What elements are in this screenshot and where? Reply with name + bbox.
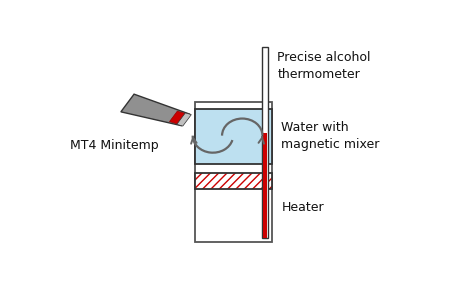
- Bar: [263, 133, 267, 238]
- Polygon shape: [121, 94, 190, 126]
- Bar: [195, 102, 272, 242]
- Text: Precise alcohol
thermometer: Precise alcohol thermometer: [277, 51, 371, 80]
- Polygon shape: [170, 111, 187, 125]
- Bar: [195, 109, 272, 164]
- Text: Water with
magnetic mixer: Water with magnetic mixer: [282, 121, 380, 150]
- Bar: [262, 47, 268, 238]
- Bar: [195, 173, 272, 190]
- Bar: [195, 173, 272, 190]
- Text: MT4 Minitemp: MT4 Minitemp: [70, 139, 159, 152]
- Text: Heater: Heater: [282, 201, 324, 214]
- Polygon shape: [177, 113, 191, 126]
